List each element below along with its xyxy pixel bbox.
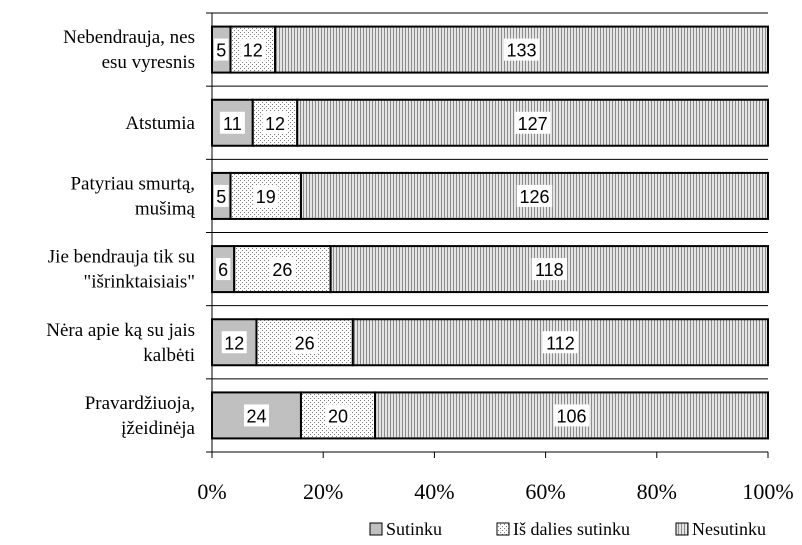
bar-segment (351, 318, 769, 367)
data-label-bg (243, 404, 269, 427)
data-label: 106 (557, 406, 587, 426)
data-label: 118 (535, 260, 564, 280)
category-label: kalbėti (143, 345, 195, 366)
data-label: 26 (295, 333, 315, 353)
data-label: 112 (546, 333, 575, 353)
data-label: 19 (256, 187, 276, 207)
category-label: įžeidinėja (121, 418, 195, 439)
data-label: 127 (518, 114, 548, 134)
data-label: 5 (216, 187, 226, 207)
bars: 5 12 133 11 12 127 5 19 126 6 26 118 12 26 112 24 20 106 (211, 25, 769, 440)
legend-label: Iš dalies sutinku (513, 519, 630, 539)
data-label: 20 (328, 406, 348, 426)
category-label: "išrinktaisiais" (83, 272, 195, 293)
data-label: 11 (223, 114, 242, 134)
data-label: 126 (519, 187, 549, 207)
category-label: Jie bendrauja tik su (48, 247, 196, 268)
data-label-bg (269, 258, 295, 281)
x-tick-label: 80% (637, 479, 677, 504)
bar-segment (211, 318, 258, 367)
data-label-bg (531, 258, 568, 281)
category-label: Pravardžiuoja, (85, 393, 195, 414)
data-label-bg (215, 258, 231, 281)
data-label: 6 (218, 260, 228, 280)
axes: 0% 20% 40% 60% 80% 100% (197, 12, 794, 504)
data-label-bg (253, 184, 279, 207)
data-label-bg (503, 38, 540, 61)
data-label-bg (325, 404, 351, 427)
gridlines (212, 12, 768, 453)
legend-swatch (369, 522, 383, 536)
category-label: esu vyresnis (102, 52, 195, 73)
data-label-bg (514, 111, 551, 134)
category-label: Atstumia (125, 113, 195, 134)
category-label: Nėra apie ką su jais (46, 320, 195, 341)
data-label-bg (292, 331, 318, 354)
category-labels: Nebendrauja, nes esu vyresnis Atstumia Paty… (46, 27, 195, 439)
data-label: 5 (216, 41, 226, 61)
data-label-bg (262, 111, 288, 134)
x-tick-label: 40% (414, 479, 454, 504)
legend-swatch (675, 522, 689, 536)
legend-label: Nesutinku (692, 519, 766, 539)
data-label-bg (516, 184, 553, 207)
data-label: 26 (272, 260, 292, 280)
data-label-bg (542, 331, 579, 354)
x-tick-label: 60% (525, 479, 565, 504)
data-label-bg (221, 331, 247, 354)
data-label: 12 (243, 41, 263, 61)
legend: Sutinku Iš dalies sutinku Nesutinku (369, 519, 766, 539)
data-label: 12 (265, 114, 285, 134)
legend-swatch (496, 522, 510, 536)
data-label-bg (214, 184, 229, 207)
category-label: Nebendrauja, nes (63, 27, 195, 48)
data-label-bg (219, 111, 245, 134)
data-label-bg (214, 38, 229, 61)
data-label-bg (240, 38, 266, 61)
x-tick-label: 0% (197, 479, 226, 504)
category-label: Patyriau smurtą, (70, 173, 195, 194)
legend-label: Sutinku (386, 519, 442, 539)
data-label: 12 (224, 333, 244, 353)
data-label: 133 (506, 41, 536, 61)
x-tick-label: 100% (742, 479, 793, 504)
data-label: 24 (246, 406, 266, 426)
data-label-bg (553, 404, 590, 427)
bar-segment (296, 98, 769, 147)
category-label: mušimą (135, 198, 196, 219)
x-tick-label: 20% (303, 479, 343, 504)
